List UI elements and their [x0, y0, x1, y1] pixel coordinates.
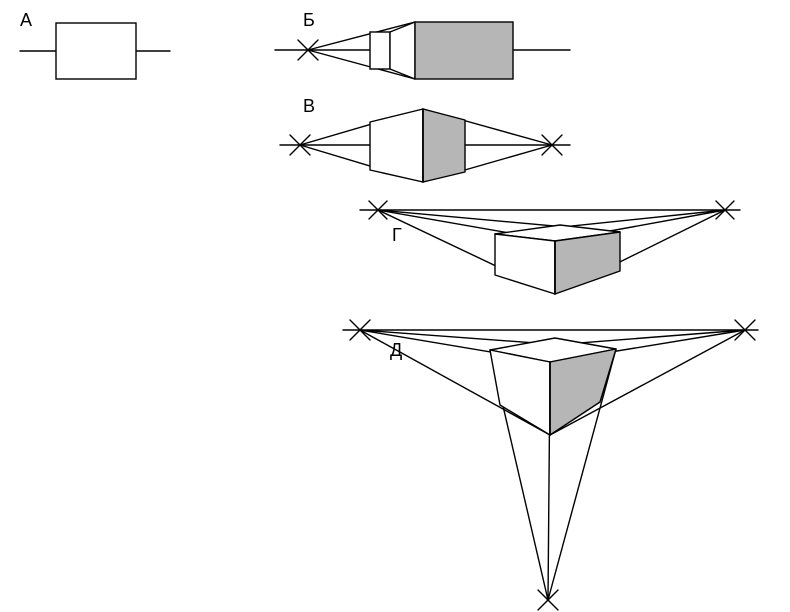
label-a: А — [20, 10, 32, 31]
label-v: В — [303, 96, 315, 117]
label-d: Д — [390, 340, 402, 361]
perspective-diagram — [0, 0, 790, 612]
label-b: Б — [303, 10, 315, 31]
label-g: Г — [392, 225, 402, 246]
